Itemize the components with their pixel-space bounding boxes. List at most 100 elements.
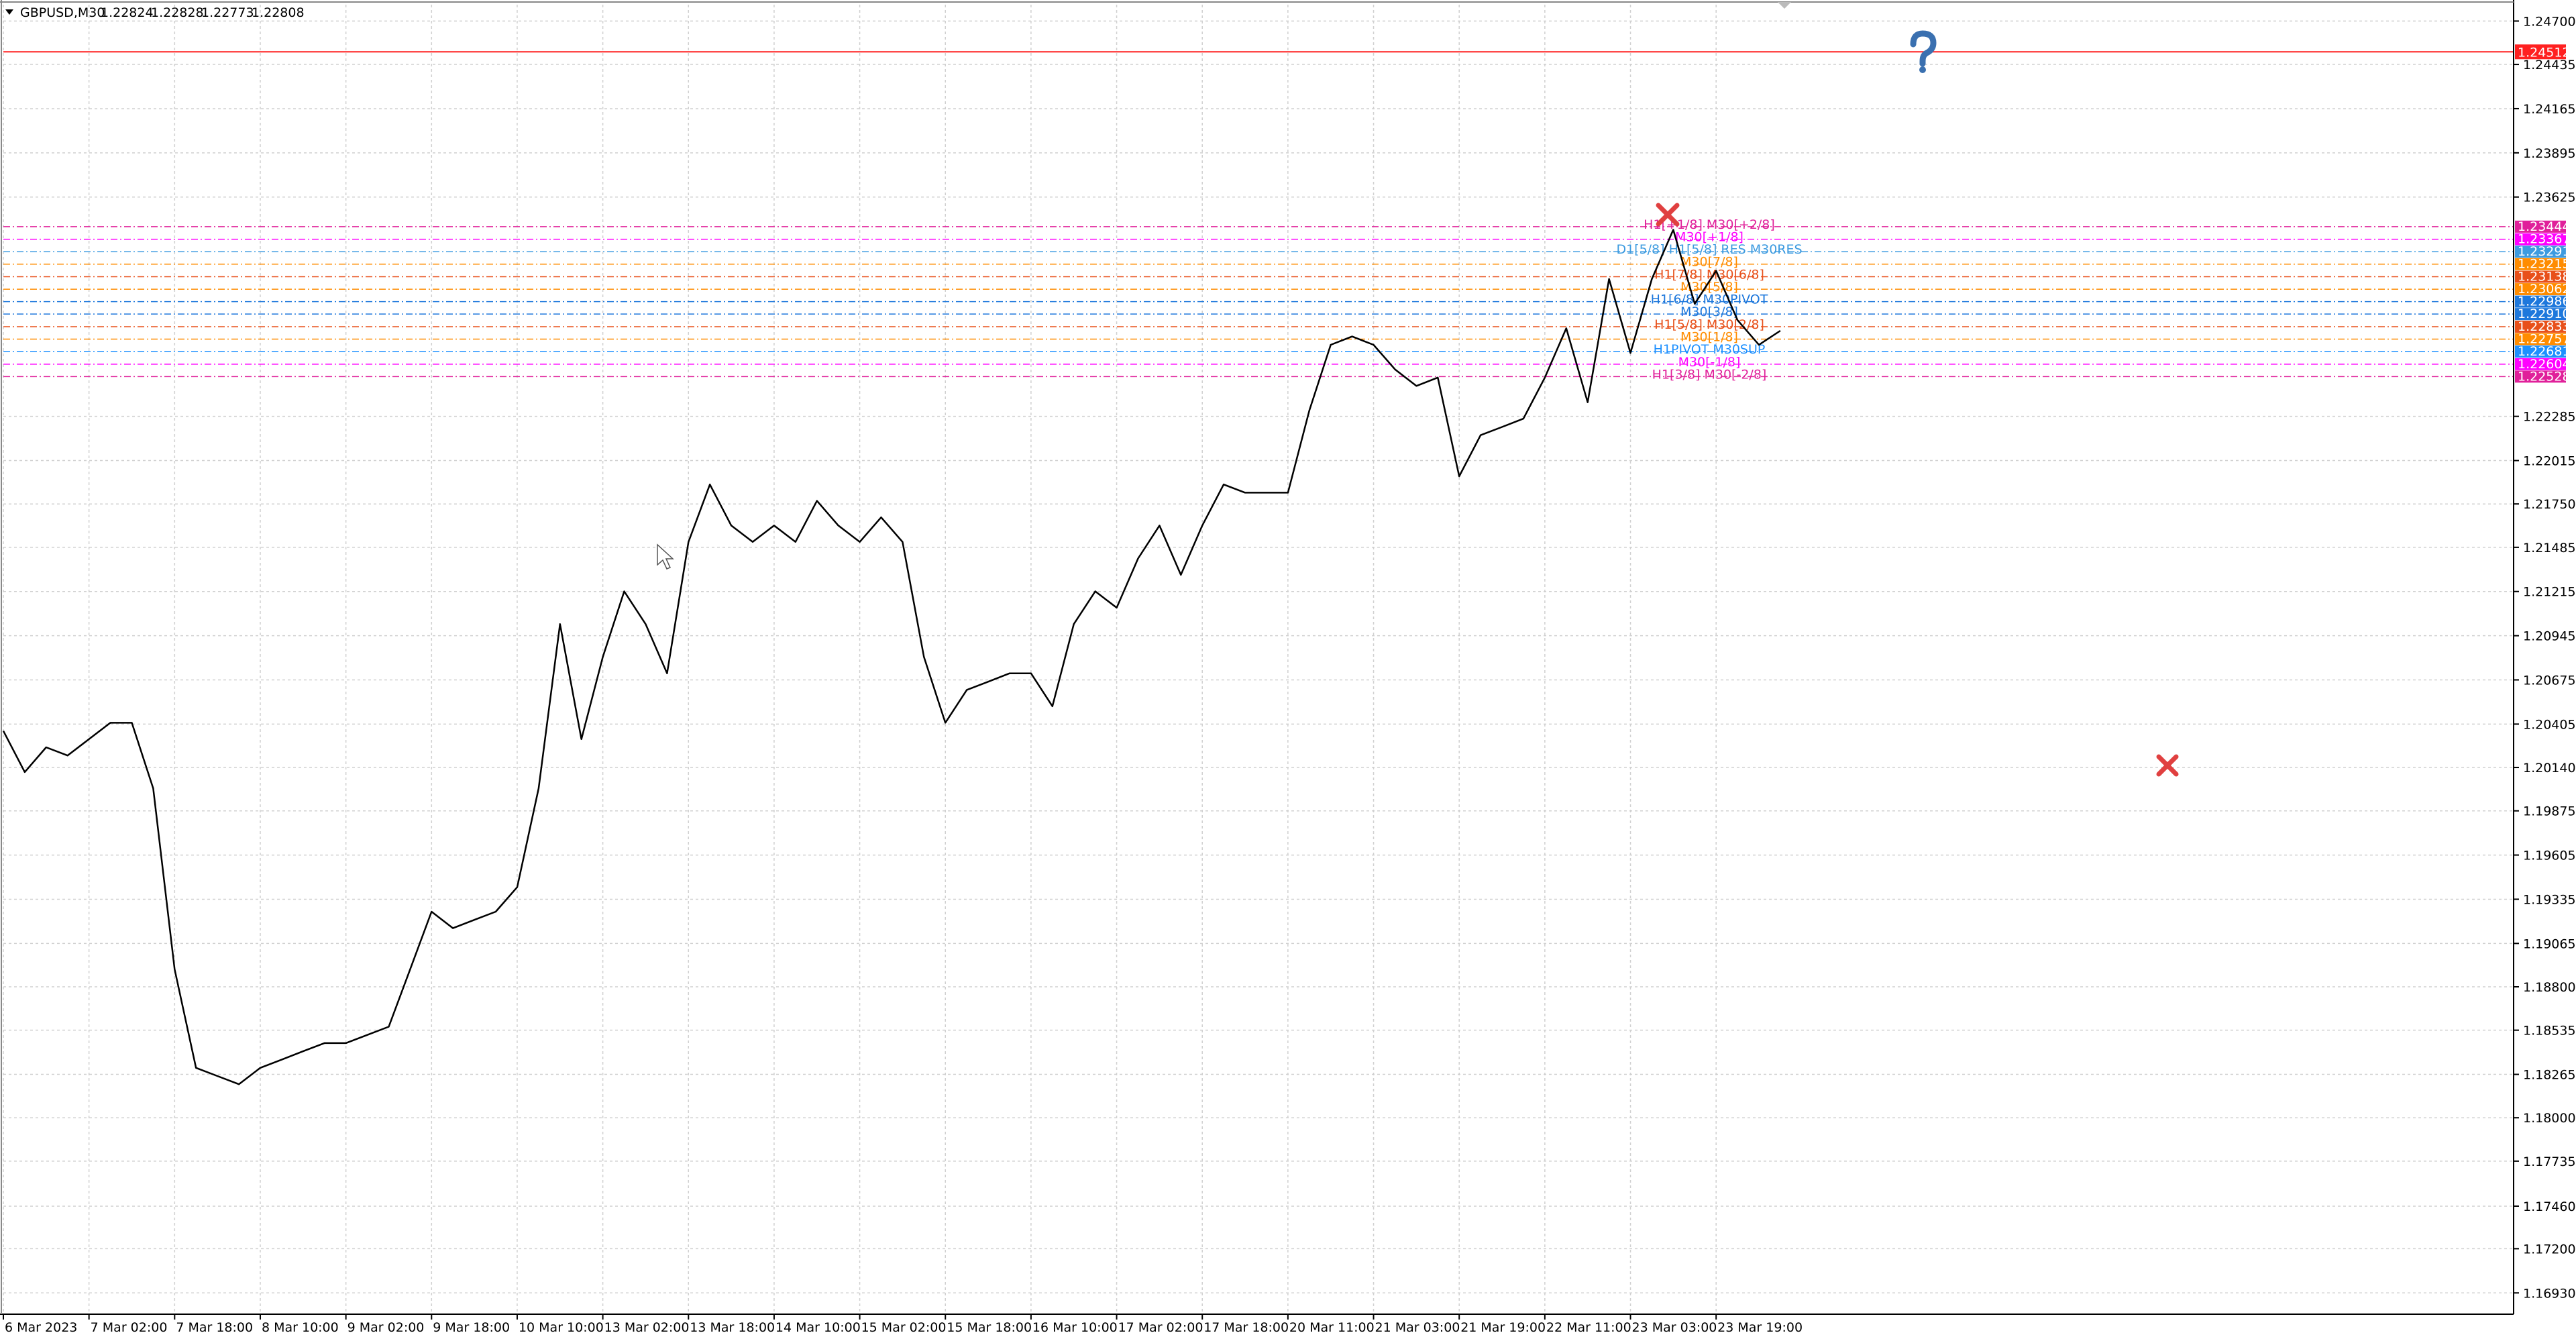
y-tick-label: 1.18000 [2523, 1111, 2576, 1126]
price-label-box [2515, 333, 2566, 345]
y-tick-label: 1.20675 [2523, 674, 2576, 688]
level-text: M30[-1/8] [1678, 355, 1741, 370]
price-label-box [2515, 44, 2566, 60]
y-tick-label: 1.20945 [2523, 629, 2576, 644]
x-tick-label: 8 Mar 10:00 [262, 1320, 339, 1335]
y-tick-label: 1.22285 [2523, 410, 2576, 425]
x-tick-label: 15 Mar 02:00 [861, 1320, 947, 1335]
price-label: 1.22833 [2518, 319, 2571, 334]
x-tick-label: 21 Mar 03:00 [1375, 1320, 1460, 1335]
level-text: M30[+1/8] [1675, 230, 1743, 245]
price-label-box [2515, 295, 2566, 308]
x-tick-label: 9 Mar 02:00 [347, 1320, 425, 1335]
cross-icon [2156, 754, 2179, 777]
price-label-box [2515, 345, 2566, 358]
high-price: 1.22828 [151, 5, 204, 20]
y-tick-label: 1.21215 [2523, 585, 2576, 600]
price-label-box [2515, 283, 2566, 296]
level-text: H1[6/8] M30PIVOT [1651, 292, 1768, 307]
price-label: 1.22681 [2518, 344, 2571, 359]
y-tick-label: 1.23625 [2523, 191, 2576, 205]
price-label-box [2515, 308, 2566, 321]
close-price: 1.22808 [252, 5, 305, 20]
y-tick-label: 1.21750 [2523, 497, 2576, 512]
price-label-box [2515, 246, 2566, 258]
price-label-box [2515, 358, 2566, 370]
y-tick-label: 1.21485 [2523, 541, 2576, 555]
level-text: H1PIVOT M30SUP [1654, 342, 1766, 357]
plot [2, 229, 1781, 1085]
level-text: H1[5/8] M30[2/8] [1654, 317, 1764, 332]
question-icon [1910, 30, 1937, 73]
x-tick-label: 13 Mar 02:00 [604, 1320, 690, 1335]
price-label: 1.24512 [2518, 45, 2571, 60]
price-label-box [2515, 370, 2566, 383]
x-tick-label: 23 Mar 19:00 [1717, 1320, 1803, 1335]
y-tick-label: 1.20405 [2523, 717, 2576, 732]
x-tick-label: 22 Mar 11:00 [1546, 1320, 1631, 1335]
level-text: H1[7/8] M30[6/8] [1654, 268, 1764, 282]
price-label: 1.23291 [2518, 244, 2571, 259]
y-tick-label: 1.17460 [2523, 1199, 2576, 1214]
y-tick-label: 1.19875 [2523, 804, 2576, 819]
price-label-box [2515, 258, 2566, 270]
price-label: 1.22604 [2518, 357, 2571, 372]
price-label: 1.23215 [2518, 257, 2571, 272]
price-label: 1.22910 [2518, 307, 2571, 321]
x-tick-label: 20 Mar 11:00 [1289, 1320, 1375, 1335]
levels: H1[+1/8] M30[+2/8]M30[+1/8]D1[5/8] H1[5/… [3, 51, 2514, 382]
y-tick-label: 1.18265 [2523, 1068, 2576, 1083]
x-tick-label: 9 Mar 18:00 [433, 1320, 510, 1335]
price-label-box [2515, 320, 2566, 333]
x-tick-label: 23 Mar 03:00 [1632, 1320, 1717, 1335]
symbol: GBPUSD,M30 [20, 5, 105, 20]
y-tick-label: 1.17200 [2523, 1242, 2576, 1256]
level-text: M30[5/8] [1680, 280, 1738, 294]
x-tick-label: 15 Mar 18:00 [947, 1320, 1032, 1335]
y-tick-label: 1.24435 [2523, 58, 2576, 72]
menu-arrow[interactable] [5, 9, 13, 15]
x-tick-label: 10 Mar 10:00 [519, 1320, 604, 1335]
y-tick-label: 1.19335 [2523, 892, 2576, 907]
level-text: M30[3/8] [1680, 305, 1738, 319]
y-tick-label: 1.24165 [2523, 102, 2576, 117]
price-label-box [2515, 233, 2566, 246]
x-tick-label: 16 Mar 10:00 [1032, 1320, 1118, 1335]
y-tick-label: 1.19605 [2523, 849, 2576, 863]
y-tick-label: 1.24700 [2523, 14, 2576, 29]
y-tick-label: 1.18800 [2523, 980, 2576, 995]
y-tick-label: 1.23895 [2523, 146, 2576, 161]
x-tick-label: 21 Mar 19:00 [1460, 1320, 1546, 1335]
price-label: 1.22757 [2518, 331, 2571, 346]
price-label: 1.23367 [2518, 232, 2571, 247]
level-text: M30[7/8] [1680, 255, 1738, 270]
price-label: 1.23062 [2518, 282, 2571, 297]
level-text: M30[1/8] [1680, 329, 1738, 344]
y-tick-label: 1.20140 [2523, 761, 2576, 775]
x-tick-label: 17 Mar 02:00 [1118, 1320, 1203, 1335]
grid [3, 5, 2514, 1314]
x-tick-label: 17 Mar 18:00 [1203, 1320, 1289, 1335]
y-tick-label: 1.18535 [2523, 1024, 2576, 1038]
price-label: 1.23444 [2518, 219, 2571, 234]
price-label: 1.22986 [2518, 294, 2571, 309]
x-tick-label: 7 Mar 18:00 [176, 1320, 253, 1335]
price-label: 1.22528 [2518, 369, 2571, 384]
y-tick-label: 1.19065 [2523, 936, 2576, 951]
y-tick-label: 1.22015 [2523, 454, 2576, 469]
price-label-box [2515, 270, 2566, 283]
cross-icon [1656, 203, 1680, 227]
x-tick-label: 13 Mar 18:00 [690, 1320, 775, 1335]
x-tick-label: 14 Mar 10:00 [775, 1320, 861, 1335]
price-label: 1.23138 [2518, 270, 2571, 284]
level-text: H1[3/8] M30[-2/8] [1652, 367, 1767, 382]
y-tick-label: 1.17735 [2523, 1155, 2576, 1169]
open-price: 1.22824 [101, 5, 154, 20]
mouse-cursor [657, 543, 674, 570]
y-tick-label: 1.16930 [2523, 1286, 2576, 1301]
shift-marker [1778, 2, 1791, 9]
price-line [2, 229, 1781, 1085]
low-price: 1.22773 [201, 5, 254, 20]
price-label-box [2515, 220, 2566, 233]
